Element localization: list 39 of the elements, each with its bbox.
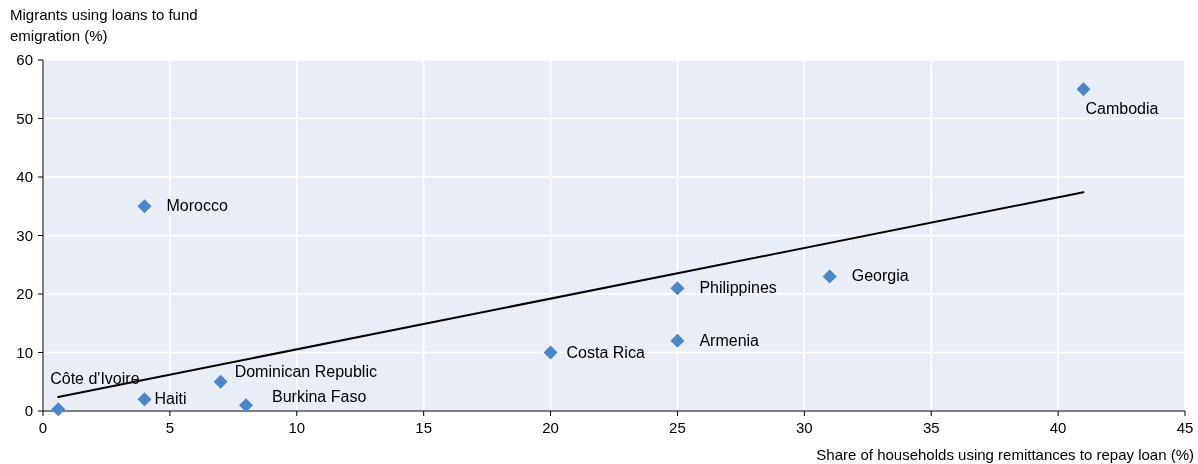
x-tick-label: 0 (38, 419, 48, 436)
y-tick-label: 30 (16, 226, 33, 244)
point (670, 281, 685, 296)
annotation: Armenia (699, 331, 760, 349)
x-tick-label: 15 (415, 419, 433, 436)
annotation: Haiti (154, 390, 187, 408)
annotation: Morocco (166, 197, 228, 215)
y-tick-label: 20 (16, 285, 33, 302)
x-tick-label: 45 (1176, 419, 1194, 436)
annotation: Cambodia (1085, 100, 1159, 118)
y-tick-label: 50 (16, 109, 33, 127)
point (239, 398, 254, 413)
point (543, 345, 558, 360)
point (1076, 82, 1091, 97)
annotation: Georgia (851, 267, 909, 285)
x-axis-title: Share of households using remittances to repay loan (%) (816, 446, 1194, 463)
point (51, 402, 66, 417)
point (213, 374, 228, 389)
x-tick-label: 25 (669, 419, 686, 436)
y-tick-label: 40 (16, 168, 33, 185)
annotation: Côte d'Ivoire (50, 370, 140, 388)
annotation: Costa Rica (566, 343, 645, 361)
x-tick-label: 35 (922, 419, 940, 436)
annotation: Burkina Faso (272, 388, 367, 406)
y-tick-label: 60 (16, 51, 33, 68)
y-tick-label: 0 (24, 402, 33, 419)
annotation: Dominican Republic (234, 362, 377, 380)
x-tick-label: 10 (288, 419, 306, 436)
point (670, 333, 685, 348)
x-tick-label: 20 (542, 419, 559, 436)
x-tick-label: 5 (165, 419, 175, 436)
annotation: Philippines (699, 279, 777, 297)
point (137, 199, 152, 214)
point (137, 392, 152, 407)
y-axis-title: Migrants using loans to fund emigration (%) (10, 6, 198, 44)
x-tick-label: 30 (795, 419, 813, 436)
point (822, 269, 837, 284)
y-tick-label: 10 (16, 343, 33, 361)
x-tick-label: 40 (1049, 419, 1067, 436)
